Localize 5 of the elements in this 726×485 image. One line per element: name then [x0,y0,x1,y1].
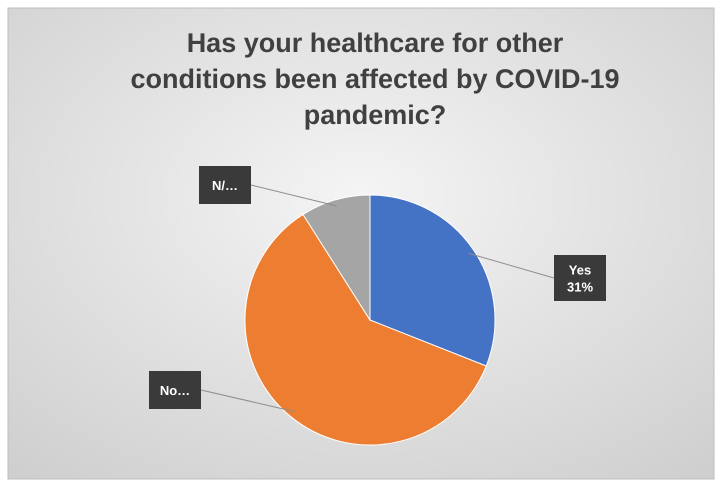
data-label: 31% [566,280,594,294]
slice-label: No… [160,383,190,398]
chart-title: Has your healthcare for other conditions been affected by COVID-19 pandemic? [130,28,620,130]
slice-label: N/… [212,178,238,193]
slice-label: Yes [568,262,592,278]
